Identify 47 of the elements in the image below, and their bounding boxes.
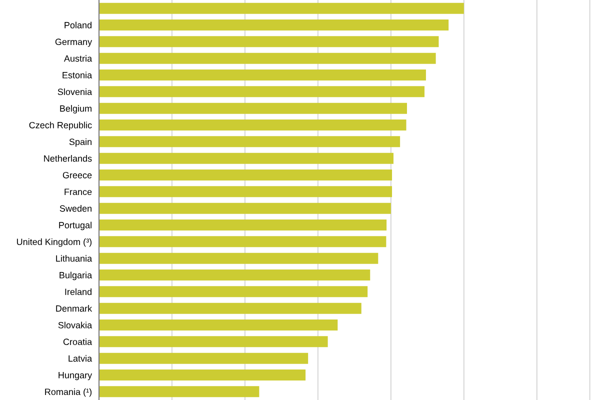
bar <box>99 52 436 64</box>
y-tick-label: Netherlands <box>44 155 92 162</box>
bar <box>99 386 260 398</box>
y-tick-label: Ireland <box>65 288 92 296</box>
bar <box>99 202 391 214</box>
y-tick-label: Lithuania <box>56 255 92 262</box>
y-tick-label: Sweden <box>60 205 92 212</box>
bar <box>99 270 370 280</box>
bar <box>99 352 308 364</box>
bar <box>99 170 392 180</box>
y-tick-label: Romania (¹) <box>45 388 92 397</box>
bar <box>99 70 426 80</box>
y-tick-label: Germany <box>55 38 92 47</box>
y-tick-label: Czech Republic <box>29 122 92 130</box>
y-tick-label: Denmark <box>56 305 92 312</box>
bar <box>99 302 362 314</box>
y-tick-label: Portugal <box>59 222 92 230</box>
bar <box>99 320 338 330</box>
bar <box>99 120 406 130</box>
bar <box>99 220 387 230</box>
bar <box>99 102 407 114</box>
bar <box>99 236 386 248</box>
y-tick-label: Slovenia <box>58 88 92 96</box>
bar <box>99 20 449 30</box>
bar <box>99 86 424 98</box>
y-tick-label: Estonia <box>62 72 92 78</box>
bar <box>99 36 439 48</box>
bar <box>99 336 328 348</box>
y-tick-label: Poland <box>64 22 92 28</box>
y-tick-label: Bulgaria <box>60 272 92 280</box>
bar <box>99 136 400 148</box>
y-tick-label: United Kingdom (³) <box>16 238 92 247</box>
bar <box>99 152 394 164</box>
bar <box>99 252 378 264</box>
y-tick-label: Austria <box>64 55 92 62</box>
y-tick-label: Hungary <box>58 372 92 380</box>
bar <box>99 370 306 380</box>
bar <box>99 2 464 14</box>
y-tick-label: Slovakia <box>58 322 92 328</box>
y-tick-label: Croatia <box>63 338 92 346</box>
bar <box>99 286 368 298</box>
y-tick-label: Latvia <box>68 355 92 362</box>
bar <box>99 186 392 198</box>
y-tick-label: Belgium <box>60 105 92 114</box>
y-tick-label: Spain <box>69 138 92 147</box>
y-tick-label: France <box>64 188 92 196</box>
y-tick-label: Greece <box>62 172 92 178</box>
